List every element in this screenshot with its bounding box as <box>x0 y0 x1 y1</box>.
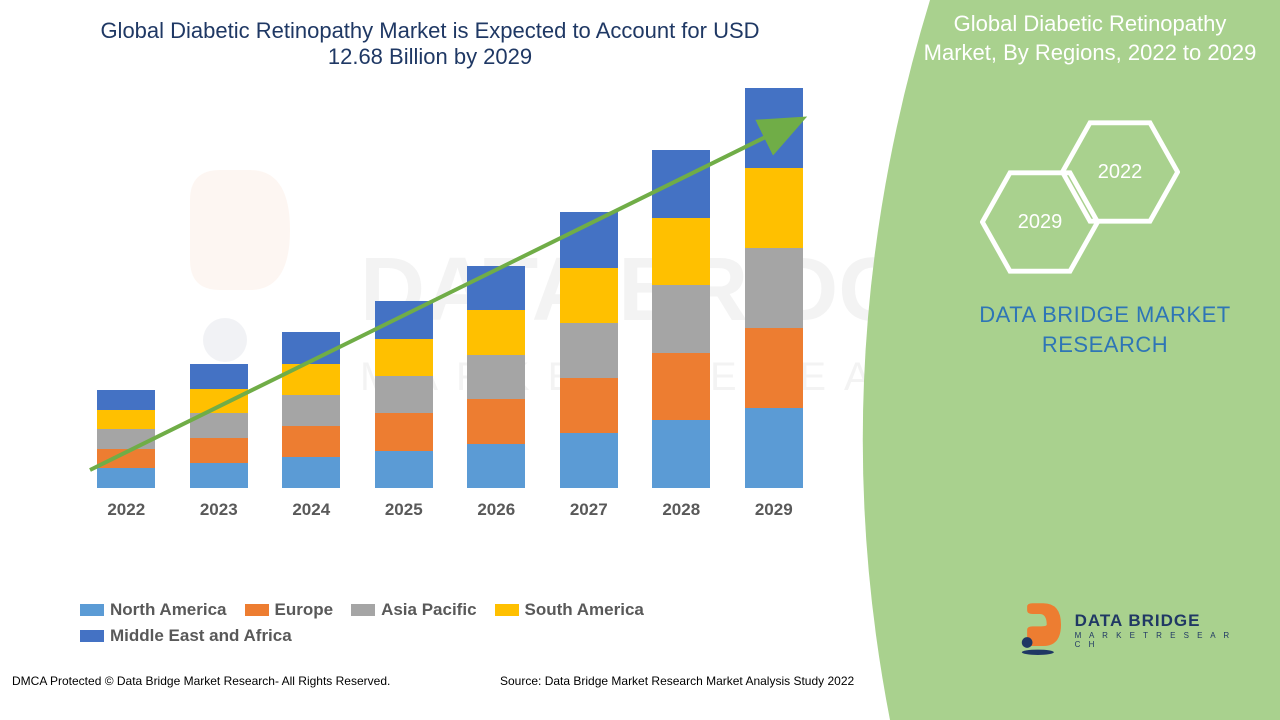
bar-segment <box>560 323 618 378</box>
side-title: Global Diabetic Retinopathy Market, By R… <box>920 10 1260 67</box>
x-axis-label: 2029 <box>755 500 793 520</box>
bar-segment <box>560 212 618 267</box>
stacked-bar <box>745 88 803 488</box>
legend-swatch <box>245 604 269 616</box>
bar-segment <box>745 168 803 248</box>
bar-col: 2029 <box>728 88 821 520</box>
page-root: DATA BRIDGE MARKET RESEARCH Global Diabe… <box>0 0 1280 720</box>
bar-segment <box>467 355 525 399</box>
bar-segment <box>282 395 340 426</box>
stacked-bar <box>190 364 248 488</box>
stacked-bar <box>560 212 618 488</box>
legend-label: North America <box>110 600 227 620</box>
bars-row: 2022 2023 2024 2025 2026 2027 2028 2029 <box>80 120 820 520</box>
bar-segment <box>375 451 433 488</box>
brand-logo-text: DATA BRIDGE M A R K E T R E S E A R C H <box>1075 611 1240 649</box>
brand-logo: DATA BRIDGE M A R K E T R E S E A R C H <box>1020 590 1240 670</box>
bar-col: 2022 <box>80 390 173 520</box>
bar-col: 2025 <box>358 301 451 520</box>
x-axis-label: 2022 <box>107 500 145 520</box>
bar-segment <box>652 420 710 488</box>
stacked-bar <box>375 301 433 488</box>
bar-segment <box>282 457 340 488</box>
bar-segment <box>560 433 618 488</box>
x-axis-label: 2028 <box>662 500 700 520</box>
hex-front: 2029 <box>980 170 1100 274</box>
bar-segment <box>282 426 340 457</box>
bar-segment <box>97 449 155 469</box>
footer-copyright: DMCA Protected © Data Bridge Market Rese… <box>12 674 390 688</box>
hex-front-label: 2029 <box>980 170 1100 274</box>
bar-segment <box>467 266 525 310</box>
brand-logo-line2: M A R K E T R E S E A R C H <box>1075 631 1240 649</box>
bar-segment <box>190 364 248 389</box>
legend-label: Middle East and Africa <box>110 626 292 646</box>
brand-logo-line1: DATA BRIDGE <box>1075 611 1240 631</box>
bar-col: 2023 <box>173 364 266 520</box>
bar-col: 2024 <box>265 332 358 520</box>
legend-swatch <box>495 604 519 616</box>
bar-segment <box>190 463 248 488</box>
bar-segment <box>375 301 433 338</box>
x-axis-label: 2027 <box>570 500 608 520</box>
legend-label: Europe <box>275 600 334 620</box>
bar-segment <box>745 88 803 168</box>
bar-segment <box>97 429 155 449</box>
bar-segment <box>375 413 433 450</box>
bar-col: 2027 <box>543 212 636 520</box>
bar-segment <box>652 285 710 353</box>
bar-segment <box>652 353 710 421</box>
bar-col: 2026 <box>450 266 543 520</box>
bar-segment <box>652 150 710 218</box>
side-panel: Global Diabetic Retinopathy Market, By R… <box>860 0 1280 720</box>
bar-segment <box>190 438 248 463</box>
brand-logo-icon <box>1020 600 1065 660</box>
x-axis-label: 2023 <box>200 500 238 520</box>
bar-segment <box>282 332 340 363</box>
legend-swatch <box>351 604 375 616</box>
bar-segment <box>97 410 155 430</box>
legend-item: North America <box>80 600 227 620</box>
x-axis-label: 2024 <box>292 500 330 520</box>
footer-source: Source: Data Bridge Market Research Mark… <box>500 674 854 688</box>
legend-label: South America <box>525 600 644 620</box>
x-axis-label: 2026 <box>477 500 515 520</box>
stacked-bar <box>467 266 525 488</box>
legend-item: Europe <box>245 600 334 620</box>
legend-item: Asia Pacific <box>351 600 476 620</box>
bar-segment <box>97 468 155 488</box>
bar-segment <box>745 408 803 488</box>
chart-area: 2022 2023 2024 2025 2026 2027 2028 2029 <box>80 120 820 550</box>
legend: North America Europe Asia Pacific South Ame… <box>80 600 840 646</box>
bar-segment <box>467 444 525 488</box>
legend-item: South America <box>495 600 644 620</box>
bar-segment <box>375 376 433 413</box>
bar-segment <box>560 268 618 323</box>
bar-segment <box>467 310 525 354</box>
bar-segment <box>745 328 803 408</box>
brand-text: DATA BRIDGE MARKET RESEARCH <box>960 300 1250 359</box>
bar-segment <box>467 399 525 443</box>
chart-title: Global Diabetic Retinopathy Market is Ex… <box>80 18 780 70</box>
x-axis-label: 2025 <box>385 500 423 520</box>
bar-segment <box>97 390 155 410</box>
legend-label: Asia Pacific <box>381 600 476 620</box>
bar-segment <box>375 339 433 376</box>
stacked-bar <box>97 390 155 488</box>
bar-col: 2028 <box>635 150 728 520</box>
bar-segment <box>282 364 340 395</box>
bar-segment <box>745 248 803 328</box>
bar-segment <box>652 218 710 286</box>
legend-swatch <box>80 604 104 616</box>
stacked-bar <box>282 332 340 488</box>
bar-segment <box>190 389 248 414</box>
legend-swatch <box>80 630 104 642</box>
hex-group: 2022 2029 <box>970 120 1230 290</box>
legend-item: Middle East and Africa <box>80 626 292 646</box>
stacked-bar <box>652 150 710 488</box>
bar-segment <box>560 378 618 433</box>
bar-segment <box>190 413 248 438</box>
